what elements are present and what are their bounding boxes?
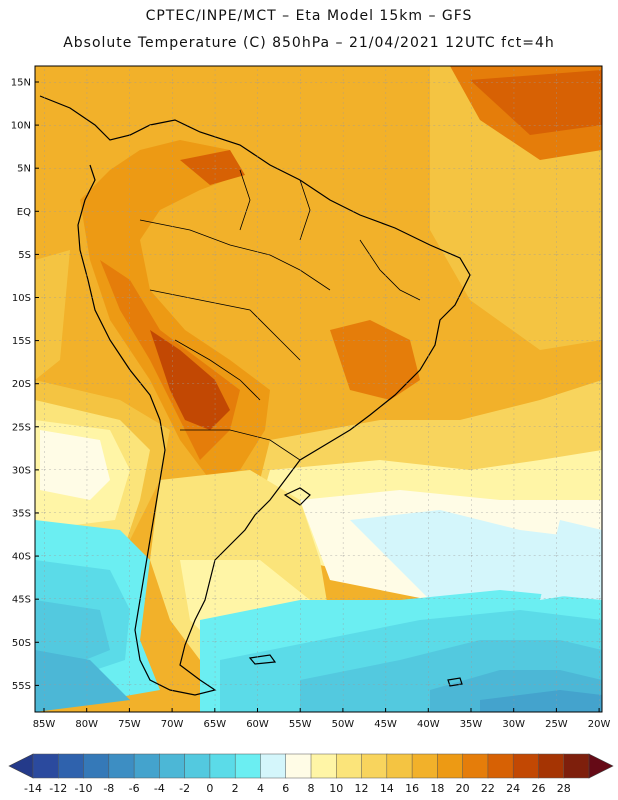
colorbar-level-label: 4 xyxy=(257,782,264,795)
lat-label: 40S xyxy=(12,552,31,563)
colorbar-swatch xyxy=(209,753,236,779)
lat-label: 30S xyxy=(12,465,31,476)
lat-label: 55S xyxy=(12,681,31,692)
lat-label: 10S xyxy=(12,293,31,304)
colorbar-level-label: 0 xyxy=(206,782,213,795)
colorbar-level-label: -8 xyxy=(103,782,114,795)
colorbar-level-label: -14 xyxy=(24,782,42,795)
lon-label: 55W xyxy=(289,719,312,730)
lat-label: 35S xyxy=(12,509,31,520)
colorbar-level-label: 12 xyxy=(355,782,369,795)
colorbar-swatch xyxy=(437,753,464,779)
lon-label: 80W xyxy=(75,719,98,730)
colorbar-level-label: 24 xyxy=(506,782,520,795)
lat-label: 20S xyxy=(12,379,31,390)
colorbar-level-label: -2 xyxy=(179,782,190,795)
colorbar-under-arrow xyxy=(8,753,34,779)
colorbar-level-label: 18 xyxy=(430,782,444,795)
lat-label: 50S xyxy=(12,638,31,649)
colorbar-swatch xyxy=(83,753,110,779)
lon-label: 40W xyxy=(417,719,440,730)
colorbar-swatch xyxy=(108,753,135,779)
lat-label: 15S xyxy=(12,336,31,347)
lon-label: 70W xyxy=(161,719,184,730)
colorbar-swatch xyxy=(234,753,262,779)
colorbar-level-label: 26 xyxy=(531,782,545,795)
colorbar-swatch xyxy=(487,753,514,779)
lat-label: 15N xyxy=(11,78,31,89)
chart-title: CPTEC/INPE/MCT – Eta Model 15km – GFS xyxy=(145,8,473,24)
colorbar-swatch xyxy=(184,753,211,779)
map-frame xyxy=(34,65,603,713)
lon-label: 25W xyxy=(545,719,568,730)
colorbar-swatch xyxy=(133,753,160,779)
colorbar-level-label: -12 xyxy=(49,782,67,795)
colorbar-level-label: -6 xyxy=(129,782,140,795)
colorbar-level-label: 28 xyxy=(557,782,571,795)
colorbar-level-label: 6 xyxy=(282,782,289,795)
lon-label: 65W xyxy=(203,719,226,730)
colorbar-level-label: 14 xyxy=(380,782,394,795)
lon-label: 50W xyxy=(332,719,355,730)
colorbar-swatch xyxy=(462,753,489,779)
colorbar-level-label: -4 xyxy=(154,782,165,795)
colorbar-over-arrow xyxy=(588,753,614,779)
lon-label: 20W xyxy=(588,719,611,730)
colorbar-level-label: 8 xyxy=(308,782,315,795)
colorbar-level-label: 22 xyxy=(481,782,495,795)
latitude-labels: 15N 10N 5N EQ 5S 10S 15S 20S 25S 30S 35S 40S 45S 50S 5… xyxy=(11,78,39,692)
colorbar-level-label: -10 xyxy=(75,782,93,795)
lon-label: 60W xyxy=(246,719,269,730)
lon-label: 45W xyxy=(374,719,397,730)
lat-label: 25S xyxy=(12,422,31,433)
lat-label: 5N xyxy=(17,164,31,175)
colorbar-swatch xyxy=(336,753,363,779)
colorbar-swatch xyxy=(512,753,540,779)
colorbar-swatch xyxy=(538,753,565,779)
colorbar-swatch xyxy=(361,753,388,779)
colorbar-level-label: 10 xyxy=(329,782,343,795)
chart-subtitle: Absolute Temperature (C) 850hPa – 21/04/… xyxy=(63,35,555,51)
lat-label: 5S xyxy=(18,250,31,261)
colorbar-swatch xyxy=(159,753,186,779)
colorbar-swatch xyxy=(386,753,413,779)
colorbar-level-label: 16 xyxy=(405,782,419,795)
lat-label: EQ xyxy=(17,207,31,218)
lon-label: 35W xyxy=(460,719,483,730)
lat-label: 45S xyxy=(12,595,31,606)
lon-label: 85W xyxy=(33,719,56,730)
colorbar-swatch xyxy=(310,753,337,779)
colorbar-level-label: 2 xyxy=(232,782,239,795)
colorbar: -14 -12 -10 -8 -6 -4 -2 0 2 4 6 8 10 12 14 16 18 20 22 24 26… xyxy=(8,753,614,795)
colorbar-swatch xyxy=(58,753,85,779)
colorbar-swatch xyxy=(563,753,590,779)
colorbar-swatch xyxy=(260,753,287,779)
lat-label: 10N xyxy=(11,121,31,132)
colorbar-swatch xyxy=(32,753,59,779)
colorbar-level-label: 20 xyxy=(456,782,470,795)
colorbar-swatch xyxy=(411,753,438,779)
lon-label: 75W xyxy=(118,719,141,730)
lon-label: 30W xyxy=(502,719,525,730)
longitude-labels: 85W 80W 75W 70W 65W 60W 55W 50W 45W 40W 35W 30W 25W 2… xyxy=(33,708,611,730)
colorbar-swatch xyxy=(285,753,312,779)
